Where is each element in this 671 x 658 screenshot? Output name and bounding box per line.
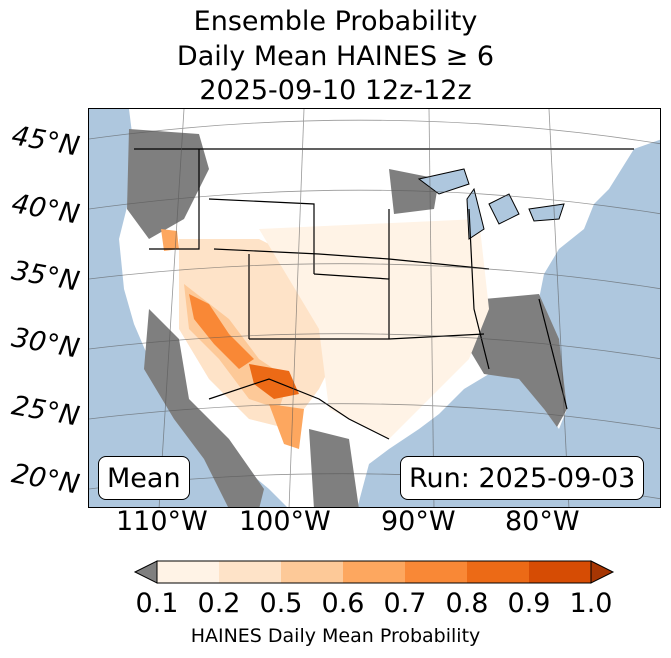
title-line-1: Ensemble Probability: [193, 6, 478, 37]
colorbar-tick-6: 0.9: [507, 588, 551, 619]
lat-label-40: 40°N: [9, 188, 82, 231]
prob-mexico-mid: [269, 404, 304, 449]
colorbar-tick-4: 0.7: [383, 588, 427, 619]
colorbar-tick-1: 0.2: [197, 588, 241, 619]
title-line-2: Daily Mean HAINES ≥ 6: [176, 41, 495, 72]
colorbar-bin-5: [467, 561, 529, 583]
mean-label-box: Mean: [98, 456, 190, 500]
colorbar-bin-3: [343, 561, 405, 583]
colorbar-tick-3: 0.6: [321, 588, 365, 619]
us-map-svg: [89, 109, 660, 507]
colorbar: [133, 560, 615, 584]
graticule: [89, 109, 660, 507]
missing-southeast: [469, 294, 567, 427]
run-date-box: Run: 2025-09-03: [400, 456, 645, 500]
colorbar-bin-2: [281, 561, 343, 583]
lat-label-25: 25°N: [9, 390, 82, 433]
colorbar-label: HAINES Daily Mean Probability: [190, 625, 481, 647]
colorbar-tick-5: 0.8: [445, 588, 489, 619]
lon-label-110: 110°W: [116, 506, 208, 537]
great-lakes: [417, 168, 565, 240]
colorbar-over-arrow: [590, 560, 615, 584]
prob-southwest-high: [189, 294, 254, 369]
colorbar-bin-1: [219, 561, 281, 583]
colorbar-frame: [156, 560, 592, 584]
lat-label-30: 30°N: [9, 322, 82, 365]
lat-label-35: 35°N: [9, 255, 82, 298]
colorbar-tick-7: 1.0: [569, 588, 613, 619]
title-line-3: 2025-09-10 12z-12z: [199, 75, 472, 106]
missing-southwest: [144, 309, 264, 507]
lon-label-80: 80°W: [505, 506, 580, 537]
colorbar-under-arrow: [133, 560, 158, 584]
prob-nevada-high: [161, 229, 179, 251]
colorbar-tick-2: 0.5: [259, 588, 303, 619]
colorbar-bin-4: [405, 561, 467, 583]
lon-label-100: 100°W: [239, 506, 331, 537]
colorbar-tick-0: 0.1: [135, 588, 179, 619]
lat-label-20: 20°N: [9, 458, 82, 501]
colorbar-bin-0: [157, 561, 219, 583]
colorbar-bin-6: [529, 561, 591, 583]
missing-northwest: [127, 129, 209, 239]
probability-map: [88, 108, 661, 508]
lon-label-90: 90°W: [381, 506, 456, 537]
lat-label-45: 45°N: [9, 120, 82, 163]
missing-mexico-east: [309, 429, 359, 507]
